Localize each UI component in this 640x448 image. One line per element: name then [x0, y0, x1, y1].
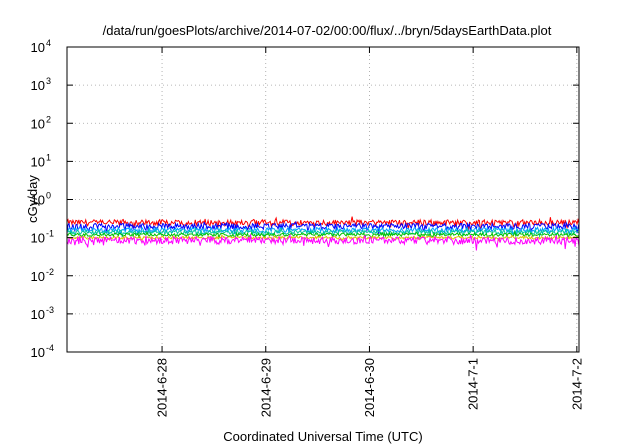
series-line-3 [66, 225, 580, 237]
y-tick-label: 10 [31, 154, 45, 169]
y-tick-label: 10 [31, 116, 45, 131]
series-line-7 [66, 233, 580, 251]
x-tick-label: 2014-6-30 [362, 358, 377, 417]
chart-title: /data/run/goesPlots/archive/2014-07-02/0… [103, 23, 552, 38]
y-tick-label: 10 [31, 231, 45, 246]
y-tick-label: 10 [31, 307, 45, 322]
x-tick-label: 2014-7-1 [466, 358, 481, 410]
y-tick-exponent: -3 [46, 305, 54, 315]
grid [67, 47, 579, 352]
x-axis: 2014-6-28 2014-6-29 2014-6-30 2014-7-1 2014-… [155, 47, 584, 417]
x-axis-label: Coordinated Universal Time (UTC) [223, 429, 422, 444]
series-line-2 [66, 220, 580, 235]
y-tick-exponent: -4 [46, 343, 54, 353]
x-tick-label: 2014-6-28 [155, 358, 170, 417]
y-tick-label: 10 [31, 269, 45, 284]
y-tick-exponent: -2 [46, 267, 54, 277]
series-line-4 [66, 226, 580, 239]
y-tick-exponent: -1 [46, 229, 54, 239]
series-layer [66, 216, 580, 251]
y-tick-exponent: 1 [46, 152, 51, 162]
y-tick-exponent: 0 [46, 191, 51, 201]
y-tick-exponent: 2 [46, 114, 51, 124]
y-tick-label: 10 [31, 78, 45, 93]
y-axis-label: cGy/day [25, 175, 40, 223]
y-tick-exponent: 3 [46, 76, 51, 86]
y-tick-exponent: 4 [46, 38, 51, 48]
y-tick-label: 10 [31, 345, 45, 360]
y-tick-label: 10 [31, 40, 45, 55]
x-tick-label: 2014-6-29 [258, 358, 273, 417]
series-line-1 [66, 216, 580, 232]
y-tick-label: 10 [31, 193, 45, 208]
x-tick-label: 2014-7-2 [569, 358, 584, 410]
